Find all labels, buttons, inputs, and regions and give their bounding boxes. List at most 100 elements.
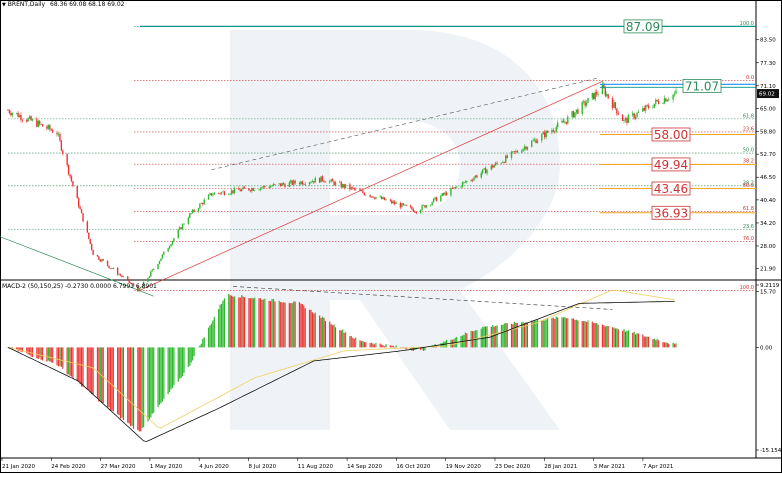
date-axis-label: 7 Apr 2021 [643, 464, 674, 470]
candle-body [434, 197, 436, 199]
target-label-43.46: 43.46 [651, 181, 691, 196]
candle-body [238, 188, 240, 190]
candle-body [402, 203, 405, 205]
candle-body [18, 115, 21, 118]
candle-body [57, 133, 60, 135]
candle-body [313, 181, 315, 183]
macd-label: MACD-2 (50,150,25) -0.2730 0.0000 6.7991… [2, 283, 157, 290]
candle-body [656, 99, 658, 102]
candle-body [572, 111, 575, 118]
candle-body [562, 120, 565, 123]
candle-body [359, 188, 361, 191]
candle-body [157, 264, 159, 270]
price-axis-label: 83.50 [760, 38, 776, 44]
candle-body [212, 194, 214, 196]
candle-body [292, 180, 295, 185]
candle-body [254, 190, 256, 191]
candle-body [567, 116, 569, 124]
candle-body [672, 94, 674, 100]
candle-body [453, 187, 455, 189]
candle-body [200, 203, 203, 204]
candle-body [228, 194, 230, 195]
candle-body [342, 184, 344, 188]
candle-body [60, 140, 63, 151]
candle-body [597, 94, 599, 95]
candle-body [199, 203, 201, 209]
candle-body [109, 268, 112, 269]
candle-body [450, 188, 452, 196]
candle-body [102, 259, 104, 261]
candle-body [41, 124, 44, 127]
date-axis: 21 Jan 2020 24 Feb 2020 27 Mar 2020 1 May 2… [1, 458, 674, 470]
candle-body [151, 269, 153, 272]
candle-body [294, 180, 296, 184]
candle-body [441, 193, 443, 196]
candle-body [626, 118, 628, 123]
candle-body [147, 277, 149, 282]
candle-body [624, 118, 627, 121]
candle-body [655, 99, 657, 104]
date-axis-label: 21 Jan 2020 [2, 464, 35, 470]
candle-body [523, 146, 526, 149]
candle-body [282, 183, 285, 185]
candle-body [37, 121, 39, 127]
candle-body [189, 213, 191, 218]
candle-body [414, 211, 416, 213]
candle-body [392, 201, 394, 204]
date-axis-label: 11 Aug 2020 [298, 464, 334, 470]
candle-body [627, 115, 630, 123]
candle-body [190, 213, 192, 214]
date-axis-label: 16 Oct 2020 [396, 464, 431, 470]
candle-body [222, 191, 224, 193]
candle-body [311, 181, 314, 183]
candle-body [673, 93, 676, 95]
candle-body [271, 185, 273, 187]
target-label-text: 71.07 [685, 79, 719, 93]
candle-body [617, 113, 619, 115]
candle-body [621, 114, 624, 121]
candle-body [476, 175, 478, 178]
candle-body [344, 184, 347, 188]
candle-body [258, 189, 260, 191]
candle-body [647, 105, 650, 109]
target-label-49.94: 49.94 [651, 157, 691, 172]
dropdown-triangle-icon[interactable]: ▼ [2, 2, 6, 8]
candle-body [329, 181, 331, 183]
macd-dashed-trend [233, 286, 613, 310]
candle-body [425, 205, 428, 208]
ohlc-values: 68.36 69.08 68.18 69.02 [50, 1, 125, 8]
candle-body [652, 107, 654, 109]
candle-body [178, 227, 181, 230]
candle-body [46, 126, 48, 129]
fib-level-label: 38.2 [743, 159, 754, 165]
candle-body [158, 261, 161, 265]
candle-body [454, 187, 456, 189]
candle-body [542, 132, 544, 135]
price-axis-label: 77.30 [760, 61, 776, 67]
candle-body [7, 110, 9, 111]
candle-body [662, 103, 664, 105]
candle-body [243, 187, 246, 189]
candle-body [500, 162, 503, 164]
candle-body [506, 155, 508, 158]
target-label-box [682, 79, 722, 93]
candle-body [422, 205, 425, 206]
candle-body [492, 165, 494, 168]
target-price-labels: 87.09 71.07 58.00 49.94 43.46 36.93 [140, 19, 756, 220]
candle-body [278, 183, 280, 185]
candle-body [281, 183, 283, 186]
candle-body [451, 188, 454, 189]
candle-body [355, 188, 357, 190]
candle-body [251, 188, 253, 192]
candle-body [148, 276, 151, 278]
candle-body [279, 183, 282, 186]
candle-body [505, 155, 507, 163]
candle-body [333, 181, 335, 186]
candle-body [209, 193, 211, 195]
candle-body [20, 115, 22, 120]
candle-body [82, 213, 84, 222]
price-axis-label: 40.40 [760, 198, 776, 204]
macd-axis-label: 9.2119 [760, 283, 780, 289]
fibonacci-levels: 100.00.061.823.650.038.238.250.061.823.6… [8, 21, 756, 291]
